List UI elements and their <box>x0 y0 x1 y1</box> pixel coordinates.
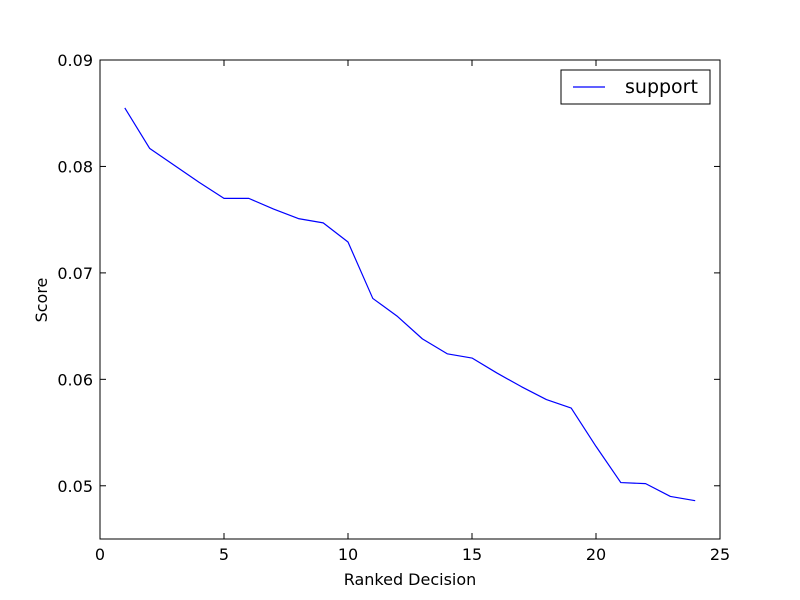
y-tick-label: 0.07 <box>57 264 93 283</box>
y-axis-label: Score <box>32 278 51 323</box>
y-tick-label: 0.09 <box>57 51 93 70</box>
plot-area <box>100 60 720 539</box>
x-tick-label: 0 <box>95 545 105 564</box>
x-tick-label: 20 <box>586 545 606 564</box>
x-tick-label: 25 <box>710 545 730 564</box>
x-tick-label: 15 <box>462 545 482 564</box>
x-tick-label: 5 <box>219 545 229 564</box>
legend-label-support: support <box>625 76 698 98</box>
y-tick-label: 0.06 <box>57 370 93 389</box>
legend: support <box>560 69 711 105</box>
x-tick-label: 10 <box>338 545 358 564</box>
series-layer <box>124 107 696 502</box>
y-tick-label: 0.05 <box>57 477 93 496</box>
tick-labels-layer: 0 5 10 15 20 25 0.05 0.06 0.07 0.08 0.09 <box>57 51 730 564</box>
y-tick-label: 0.08 <box>57 157 93 176</box>
plot-frame <box>99 59 721 540</box>
x-axis-label: Ranked Decision <box>344 570 477 589</box>
series-line-support <box>124 107 696 502</box>
